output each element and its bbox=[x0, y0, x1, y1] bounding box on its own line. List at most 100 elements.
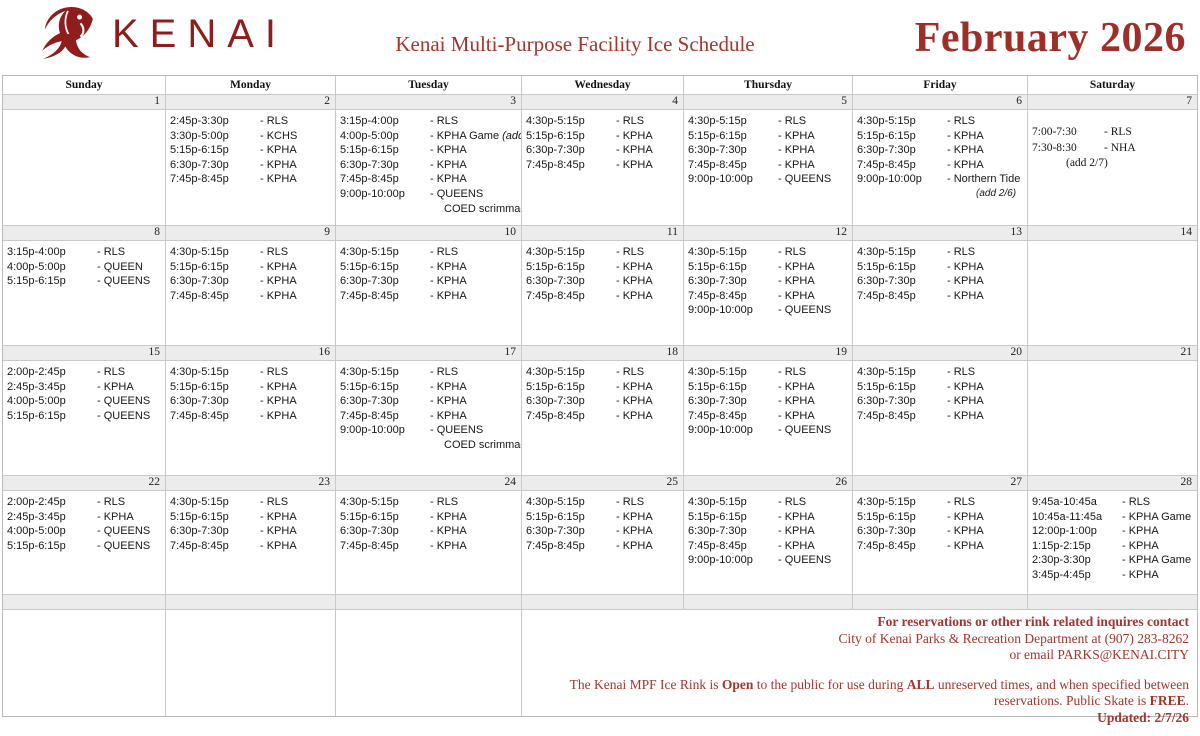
schedule-entry: 5:15p-6:15p - KPHA bbox=[857, 510, 1026, 525]
footer-empty-cell bbox=[336, 610, 522, 716]
entry-org: - RLS bbox=[260, 246, 289, 258]
day-cell-24: 4:30p-5:15p - RLS 5:15p-6:15p - KPHA 6:30p-7… bbox=[336, 491, 522, 594]
schedule-entry: 10:45a-11:45a - KPHA Game bbox=[1032, 510, 1196, 525]
entry-org: - KPHA bbox=[260, 173, 297, 186]
day-number-20: 20 bbox=[853, 346, 1028, 360]
entry-org: - KPHA bbox=[260, 275, 297, 288]
entry-time: 4:00p-5:00p bbox=[7, 395, 66, 408]
entry-time: 4:30p-5:15p bbox=[857, 246, 916, 258]
entry-org: - KPHA Game bbox=[1122, 510, 1192, 523]
entry-time: 5:15p-6:15p bbox=[688, 260, 747, 273]
footer-bold-text: FREE bbox=[1149, 693, 1186, 708]
entry-time: 9:00p-10:00p bbox=[688, 424, 753, 437]
entry-org: - RLS bbox=[778, 366, 807, 378]
schedule-entry: 9:00p-10:00p - QUEENS bbox=[340, 187, 520, 202]
entry-time: 10:45a-11:45a bbox=[1032, 510, 1103, 523]
entry-org: - RLS bbox=[616, 366, 645, 378]
day-cell-15: 2:00p-2:45p - RLS 2:45p-3:45p - KPHA 4:00p-5… bbox=[3, 361, 166, 475]
schedule-entry: 5:15p-6:15p - KPHA bbox=[857, 380, 1026, 395]
schedule-entry: 7:45p-8:45p - KPHA bbox=[340, 409, 520, 424]
entry-time: 7:45p-8:45p bbox=[170, 173, 229, 186]
schedule-entry: 6:30p-7:30p - KPHA bbox=[340, 394, 520, 409]
entry-time: 4:30p-5:15p bbox=[526, 366, 585, 378]
entry-time: 4:30p-5:15p bbox=[526, 115, 585, 127]
schedule-entry: 9:00p-10:00p - QUEENS bbox=[688, 423, 851, 438]
schedule-entry: 5:15p-6:15p - KPHA bbox=[526, 260, 682, 275]
schedule-entry: 6:30p-7:30p - KPHA bbox=[857, 274, 1026, 289]
entry-org: - RLS bbox=[1104, 126, 1132, 138]
schedule-entry: 6:30p-7:30p - KPHA bbox=[857, 394, 1026, 409]
schedule-entry: 3:15p-4:00p - RLS bbox=[340, 114, 520, 129]
entry-org: - KPHA bbox=[947, 129, 984, 142]
entry-time: 6:30p-7:30p bbox=[857, 525, 916, 538]
entry-time: 6:30p-7:30p bbox=[526, 144, 585, 157]
day-cell-23: 4:30p-5:15p - RLS 5:15p-6:15p - KPHA 6:30p-7… bbox=[166, 491, 336, 594]
entry-org: - KPHA bbox=[947, 409, 984, 422]
schedule-entry: 5:15p-6:15p - KPHA bbox=[688, 380, 851, 395]
schedule-entry: 2:45p-3:30p - RLS bbox=[170, 114, 334, 129]
footer-notice-line: The Kenai MPF Ice Rink is Open to the pu… bbox=[522, 677, 1189, 694]
entry-time: 6:30p-7:30p bbox=[688, 275, 747, 288]
entry-org: - KPHA bbox=[778, 129, 815, 142]
entry-org: - QUEENS bbox=[97, 275, 151, 288]
entry-time: 7:45p-8:45p bbox=[857, 409, 916, 422]
entry-org: - KPHA bbox=[260, 158, 297, 171]
day-number-28: 28 bbox=[1180, 476, 1193, 488]
entry-time: 9:45a-10:45a bbox=[1032, 496, 1097, 508]
schedule-entry: 4:30p-5:15p - RLS bbox=[857, 245, 1026, 260]
entry-time: 6:30p-7:30p bbox=[170, 275, 229, 288]
schedule-entry: 7:45p-8:45p - KPHA bbox=[526, 289, 682, 304]
footer-notes: For reservations or other rink related i… bbox=[522, 610, 1197, 725]
entry-time: 5:15p-6:15p bbox=[340, 144, 399, 157]
schedule-entry: 7:45p-8:45p - KPHA bbox=[340, 172, 520, 187]
entry-org: - KCHS bbox=[260, 129, 298, 142]
day-number-16: 16 bbox=[166, 346, 336, 360]
schedule-entry: 12:00p-1:00p - KPHA bbox=[1032, 524, 1196, 539]
day-number-9: 9 bbox=[166, 226, 336, 240]
entry-org: - KPHA bbox=[430, 289, 467, 302]
entry-time: 5:15p-6:15p bbox=[170, 260, 229, 273]
footer-notice-line: reservations. Public Skate is FREE. bbox=[522, 693, 1189, 710]
footer-text: unreserved times, and when specified bet… bbox=[934, 676, 1189, 692]
day-number-13: 13 bbox=[853, 226, 1028, 240]
entry-time: 2:45p-3:45p bbox=[7, 380, 66, 393]
entry-org: - KPHA bbox=[616, 510, 653, 523]
entry-time: 2:45p-3:30p bbox=[170, 115, 229, 127]
schedule-entry: 9:00p-10:00p - QUEENS bbox=[688, 303, 851, 318]
entry-org: - QUEENS bbox=[778, 424, 832, 437]
entry-org: - KPHA bbox=[778, 144, 815, 157]
entry-org: - KPHA bbox=[260, 289, 297, 302]
weekday-header-thursday: Thursday bbox=[684, 76, 853, 94]
footer-number-cell bbox=[3, 595, 166, 609]
entry-time: 4:30p-5:15p bbox=[857, 366, 916, 378]
entry-org: - KPHA bbox=[947, 260, 984, 273]
entry-time: 7:45p-8:45p bbox=[170, 409, 229, 422]
entry-org: - RLS bbox=[947, 366, 976, 378]
entry-org: - RLS bbox=[430, 496, 459, 508]
schedule-entry: 6:30p-7:30p - KPHA bbox=[340, 524, 520, 539]
entry-time: 7:45p-8:45p bbox=[857, 289, 916, 302]
entry-time: 7:45p-8:45p bbox=[526, 158, 585, 171]
day-number-12: 12 bbox=[684, 226, 853, 240]
entry-subnote: COED scrimmage bbox=[444, 438, 521, 451]
entry-org: - RLS bbox=[947, 246, 976, 258]
entry-time: 4:00p-5:00p bbox=[7, 260, 66, 273]
entry-time: 7:45p-8:45p bbox=[688, 289, 747, 302]
schedule-entry: 7:45p-8:45p - KPHA bbox=[526, 158, 682, 173]
schedule-entry: 9:00p-10:00p - QUEENS bbox=[688, 553, 851, 568]
entry-org: - RLS bbox=[616, 496, 645, 508]
schedule-entry: 4:30p-5:15p - RLS bbox=[170, 495, 334, 510]
day-number-7: 7 bbox=[1186, 95, 1192, 107]
kenai-logo: KENAI bbox=[36, 4, 287, 64]
day-number-3: 3 bbox=[336, 95, 522, 109]
entry-time: 2:00p-2:45p bbox=[7, 496, 66, 508]
schedule-entry: 4:00p-5:00p - QUEEN bbox=[7, 260, 164, 275]
entry-org: - KPHA bbox=[1122, 568, 1159, 581]
day-cell-25: 4:30p-5:15p - RLS 5:15p-6:15p - KPHA 6:30p-7… bbox=[522, 491, 684, 594]
day-cell-12: 4:30p-5:15p - RLS 5:15p-6:15p - KPHA 6:30p-7… bbox=[684, 241, 853, 345]
entry-org: - KPHA bbox=[616, 539, 653, 552]
entry-org: - QUEENS bbox=[778, 173, 832, 186]
entry-time: 3:45p-4:45p bbox=[1032, 568, 1091, 581]
entry-org: - KPHA bbox=[947, 539, 984, 552]
day-cell-4: 4:30p-5:15p - RLS 5:15p-6:15p - KPHA 6:30p-7… bbox=[522, 110, 684, 225]
